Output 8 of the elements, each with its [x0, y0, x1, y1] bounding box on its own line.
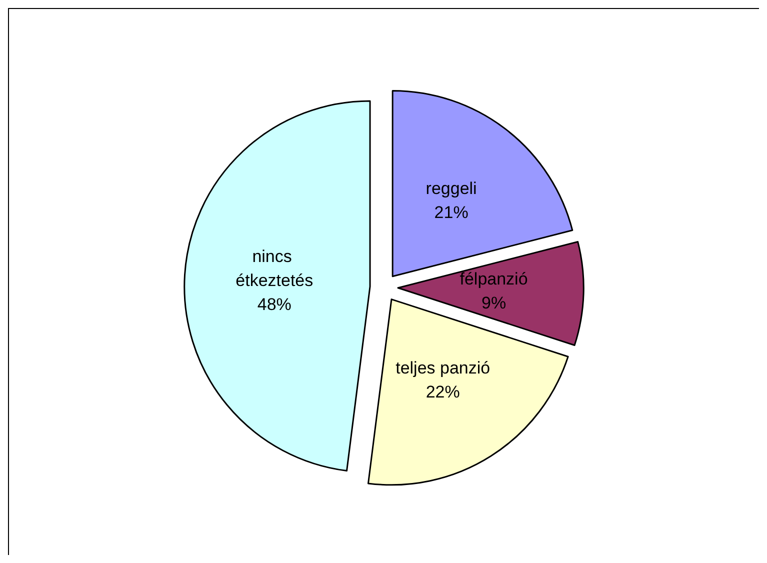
data-label: 9%: [481, 293, 506, 312]
slice-label: félpanzió: [460, 269, 528, 288]
data-label: 48%: [257, 295, 292, 314]
slice-label: nincs étkeztetés: [236, 247, 314, 290]
data-label: 21%: [434, 203, 468, 222]
slice-label: reggeli: [426, 179, 477, 198]
data-label: 22%: [426, 382, 460, 402]
slice-label: teljes panzió: [396, 358, 490, 378]
